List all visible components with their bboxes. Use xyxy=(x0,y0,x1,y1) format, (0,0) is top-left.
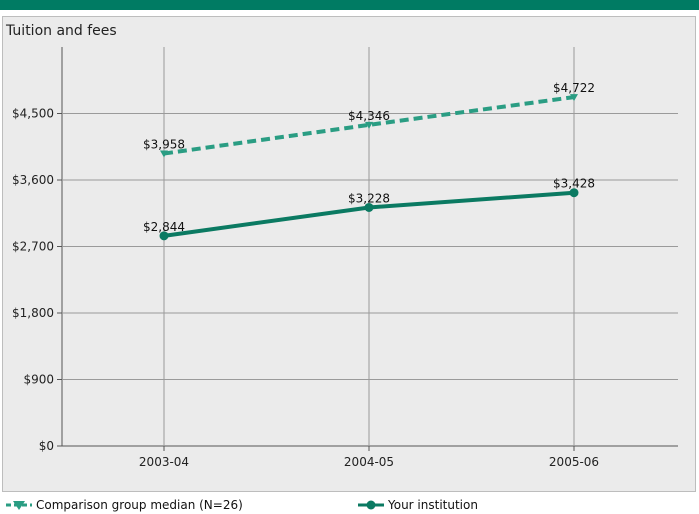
legend-circle-marker-icon xyxy=(358,500,384,510)
legend-item-comparison: Comparison group median (N=26) xyxy=(6,498,243,512)
data-label: $3,228 xyxy=(348,191,390,205)
legend-label-comparison: Comparison group median (N=26) xyxy=(36,498,243,512)
data-point xyxy=(364,202,374,212)
x-tick-label: 2003-04 xyxy=(139,455,189,469)
legend-triangle-marker-icon xyxy=(6,501,32,510)
legend-item-your-institution: Your institution xyxy=(358,498,478,512)
chart-legend: Comparison group median (N=26) Your inst… xyxy=(0,496,699,514)
data-point xyxy=(569,188,579,198)
data-point xyxy=(159,231,169,241)
y-tick-label: $4,500 xyxy=(12,107,54,121)
data-point xyxy=(570,94,578,102)
data-label: $3,958 xyxy=(143,138,185,152)
top-accent-bar xyxy=(0,0,699,10)
data-label: $3,428 xyxy=(553,177,595,191)
y-tick-label: $1,800 xyxy=(12,306,54,320)
y-tick-label: $900 xyxy=(23,373,54,387)
x-tick-label: 2005-06 xyxy=(549,455,599,469)
line-chart: $0 $900 $1,800 $2,700 $3,600 $4,500 2003-04 200… xyxy=(12,47,678,469)
data-label: $2,844 xyxy=(143,220,185,234)
data-label: $4,346 xyxy=(348,109,390,123)
y-tick-label: $0 xyxy=(39,439,54,453)
legend-label-your-institution: Your institution xyxy=(388,498,478,512)
data-point xyxy=(365,121,373,129)
data-label: $4,722 xyxy=(553,81,595,95)
chart-panel xyxy=(2,16,696,492)
y-tick-label: $2,700 xyxy=(12,240,54,254)
data-point xyxy=(160,150,168,158)
series-line-0 xyxy=(163,95,575,156)
y-tick-label: $3,600 xyxy=(12,173,54,187)
x-tick-label: 2004-05 xyxy=(344,455,394,469)
chart-title: Tuition and fees xyxy=(6,23,117,39)
